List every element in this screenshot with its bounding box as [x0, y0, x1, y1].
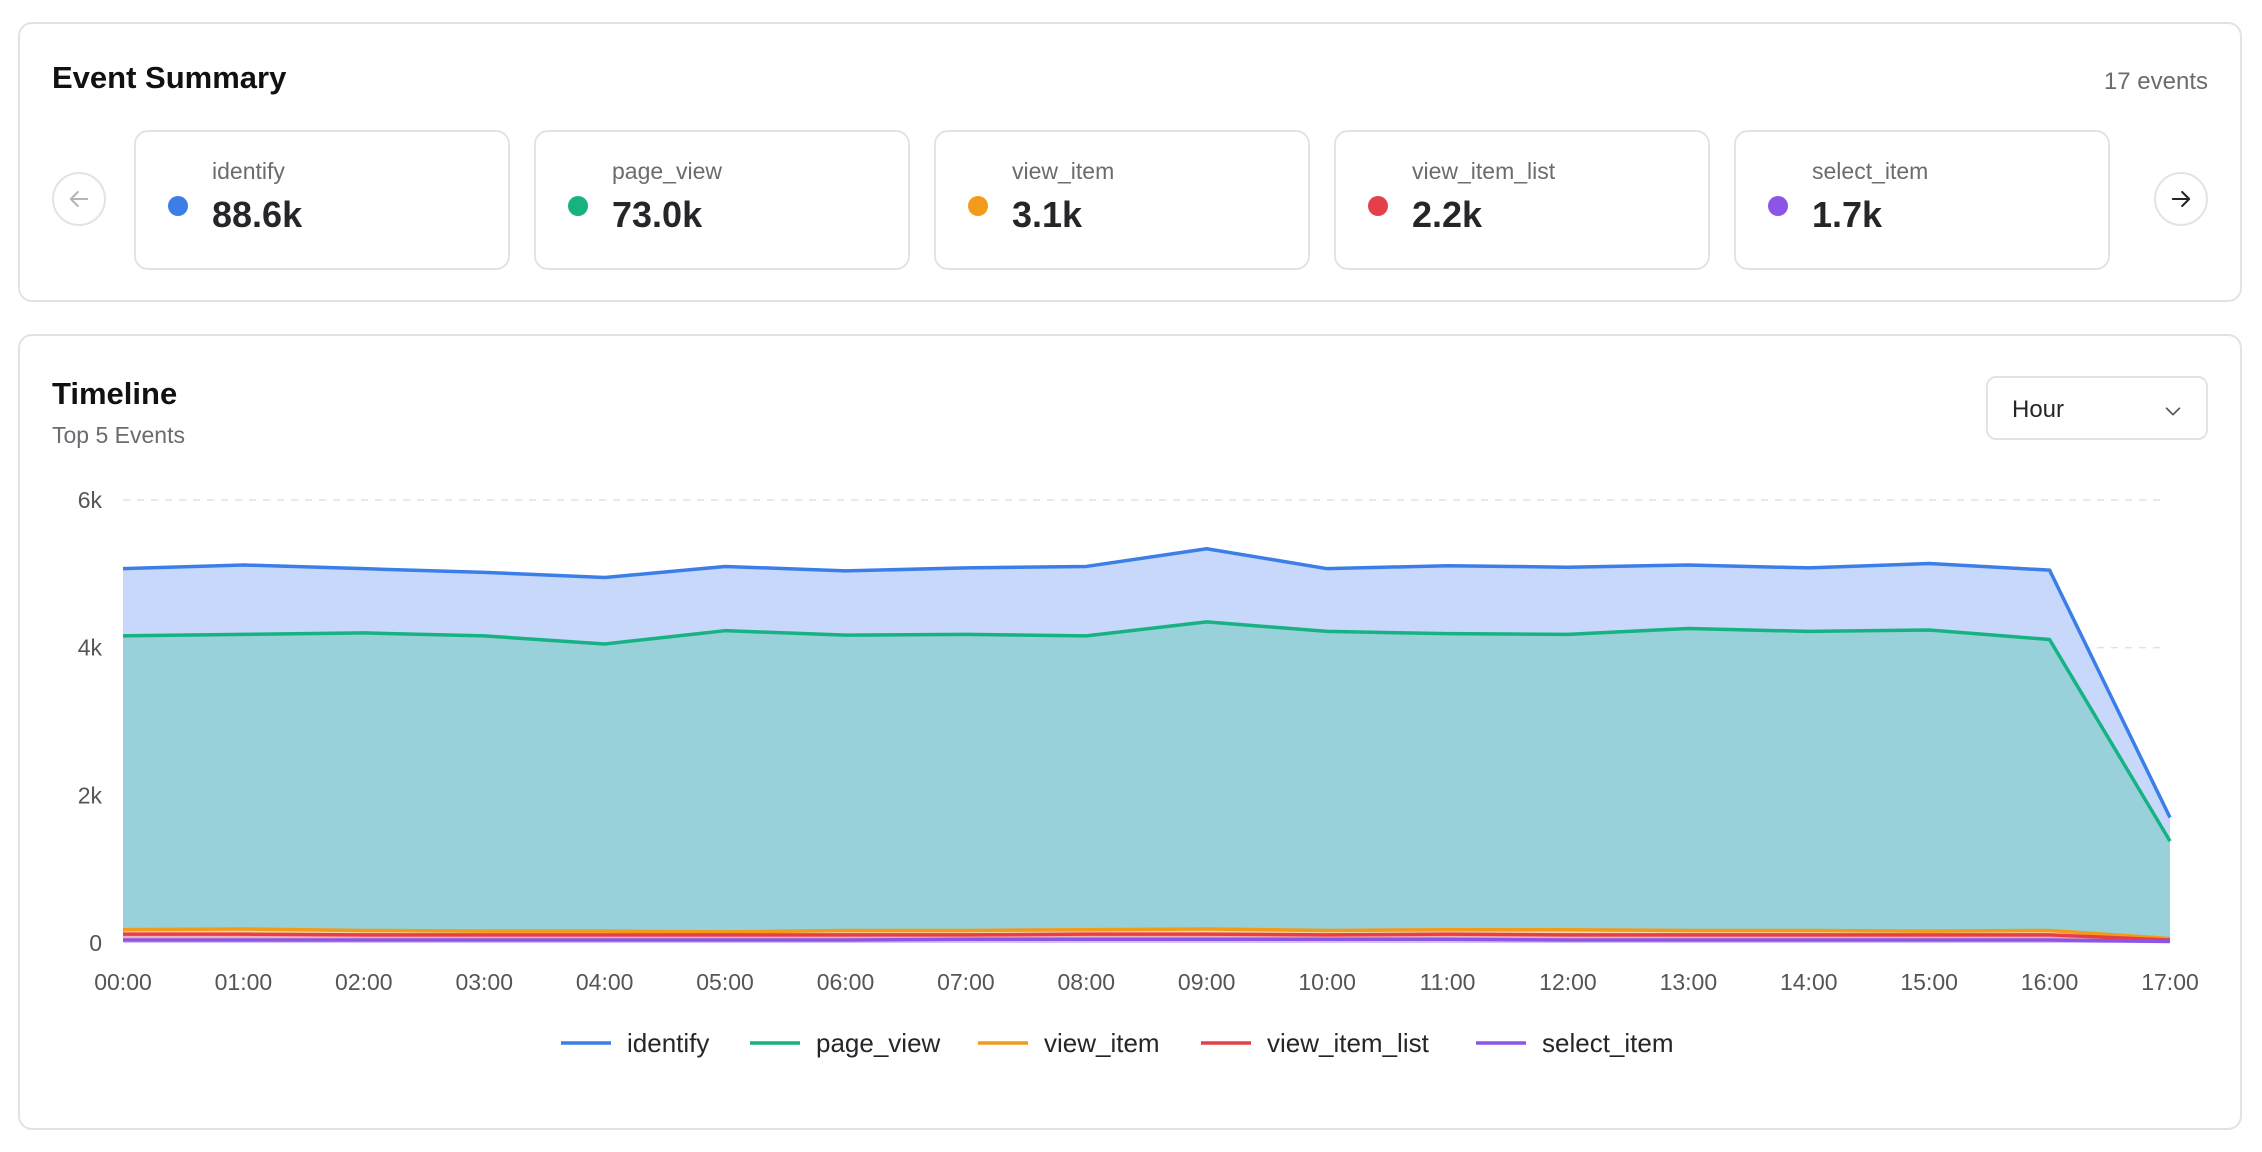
x-tick-label: 05:00 — [696, 969, 754, 995]
timeline-title: Timeline — [52, 376, 178, 411]
legend-item-identify[interactable]: identify — [561, 1028, 709, 1058]
next-button[interactable] — [2154, 172, 2208, 226]
event-count-value: 2.2k — [1412, 194, 1483, 235]
arrow-left-icon — [69, 190, 89, 208]
series-line-view-item — [122, 927, 2171, 941]
y-tick-label: 4k — [78, 635, 103, 661]
previous-button[interactable] — [52, 172, 106, 226]
legend-label: view_item — [1044, 1028, 1160, 1058]
y-tick-label: 2k — [78, 782, 103, 808]
event-count-value: 73.0k — [612, 194, 703, 235]
x-tick-label: 12:00 — [1539, 969, 1597, 995]
event-name: page_view — [612, 158, 722, 184]
x-tick-label: 02:00 — [335, 969, 393, 995]
timeline-subtitle: Top 5 Events — [52, 422, 185, 448]
x-tick-label: 10:00 — [1298, 969, 1356, 995]
legend-label: select_item — [1542, 1028, 1674, 1058]
event-color-dot — [568, 196, 588, 216]
legend-item-select-item[interactable]: select_item — [1476, 1028, 1674, 1058]
event-color-dot — [1768, 196, 1788, 216]
event-count-value: 1.7k — [1812, 194, 1883, 235]
legend-label: identify — [627, 1028, 709, 1058]
event-card-select-item[interactable]: select_item 1.7k — [1734, 130, 2110, 270]
event-name: view_item_list — [1412, 158, 1556, 184]
series-line-page-view — [122, 620, 2172, 843]
y-tick-label: 0 — [89, 930, 102, 956]
event-card-page-view[interactable]: page_view 73.0k — [534, 130, 910, 270]
x-tick-label: 08:00 — [1058, 969, 1116, 995]
granularity-value: Hour — [2012, 396, 2065, 423]
arrow-right-icon — [2171, 190, 2191, 208]
event-count-value: 3.1k — [1012, 194, 1083, 235]
legend-item-view-item-list[interactable]: view_item_list — [1201, 1028, 1430, 1058]
series-line-view-item-list — [123, 932, 2171, 942]
granularity-select[interactable]: Hour — [1986, 376, 2208, 440]
event-card-identify[interactable]: identify 88.6k — [134, 130, 510, 270]
event-name: view_item — [1012, 158, 1115, 184]
x-tick-label: 17:00 — [2141, 969, 2199, 995]
x-tick-label: 13:00 — [1660, 969, 1718, 995]
x-tick-label: 06:00 — [817, 969, 875, 995]
x-tick-label: 03:00 — [455, 969, 513, 995]
timeline-chart: 0 2k 4k 6k 00:00 01:00 02:00 03:00 04:00 05:00 06:… — [78, 487, 2199, 1058]
x-tick-label: 14:00 — [1780, 969, 1838, 995]
event-card-view-item[interactable]: view_item 3.1k — [934, 130, 1310, 270]
event-summary-panel: Event Summary 17 events identify 88.6k p… — [18, 22, 2242, 302]
timeline-panel: 0 2k 4k 6k 00:00 01:00 02:00 03:00 04:00 05:00 06:… — [18, 334, 2242, 1130]
x-tick-label: 09:00 — [1178, 969, 1236, 995]
x-tick-label: 11:00 — [1420, 969, 1476, 995]
chevron-down-icon — [2165, 407, 2181, 416]
event-color-dot — [968, 196, 988, 216]
series-area-page-view — [123, 621, 2170, 943]
y-tick-label: 6k — [78, 487, 103, 513]
x-tick-label: 01:00 — [215, 969, 273, 995]
event-summary-title: Event Summary — [52, 60, 287, 95]
legend-label: view_item_list — [1267, 1028, 1430, 1058]
series-line-select-item — [123, 937, 2171, 944]
legend-label: page_view — [816, 1028, 941, 1058]
legend-item-page-view[interactable]: page_view — [750, 1028, 941, 1058]
x-tick-label: 07:00 — [937, 969, 995, 995]
x-tick-label: 00:00 — [94, 969, 152, 995]
x-tick-label: 15:00 — [1900, 969, 1958, 995]
event-card-view-item-list[interactable]: view_item_list 2.2k — [1334, 130, 1710, 270]
event-color-dot — [1368, 196, 1388, 216]
legend-item-view-item[interactable]: view_item — [978, 1028, 1160, 1058]
series-line-identify — [122, 546, 2172, 819]
events-count: 17 events — [2103, 68, 2208, 95]
event-name: select_item — [1812, 158, 1929, 184]
x-tick-label: 04:00 — [576, 969, 634, 995]
x-tick-label: 16:00 — [2021, 969, 2079, 995]
event-name: identify — [212, 158, 285, 184]
event-color-dot — [168, 196, 188, 216]
event-count-value: 88.6k — [212, 194, 303, 235]
